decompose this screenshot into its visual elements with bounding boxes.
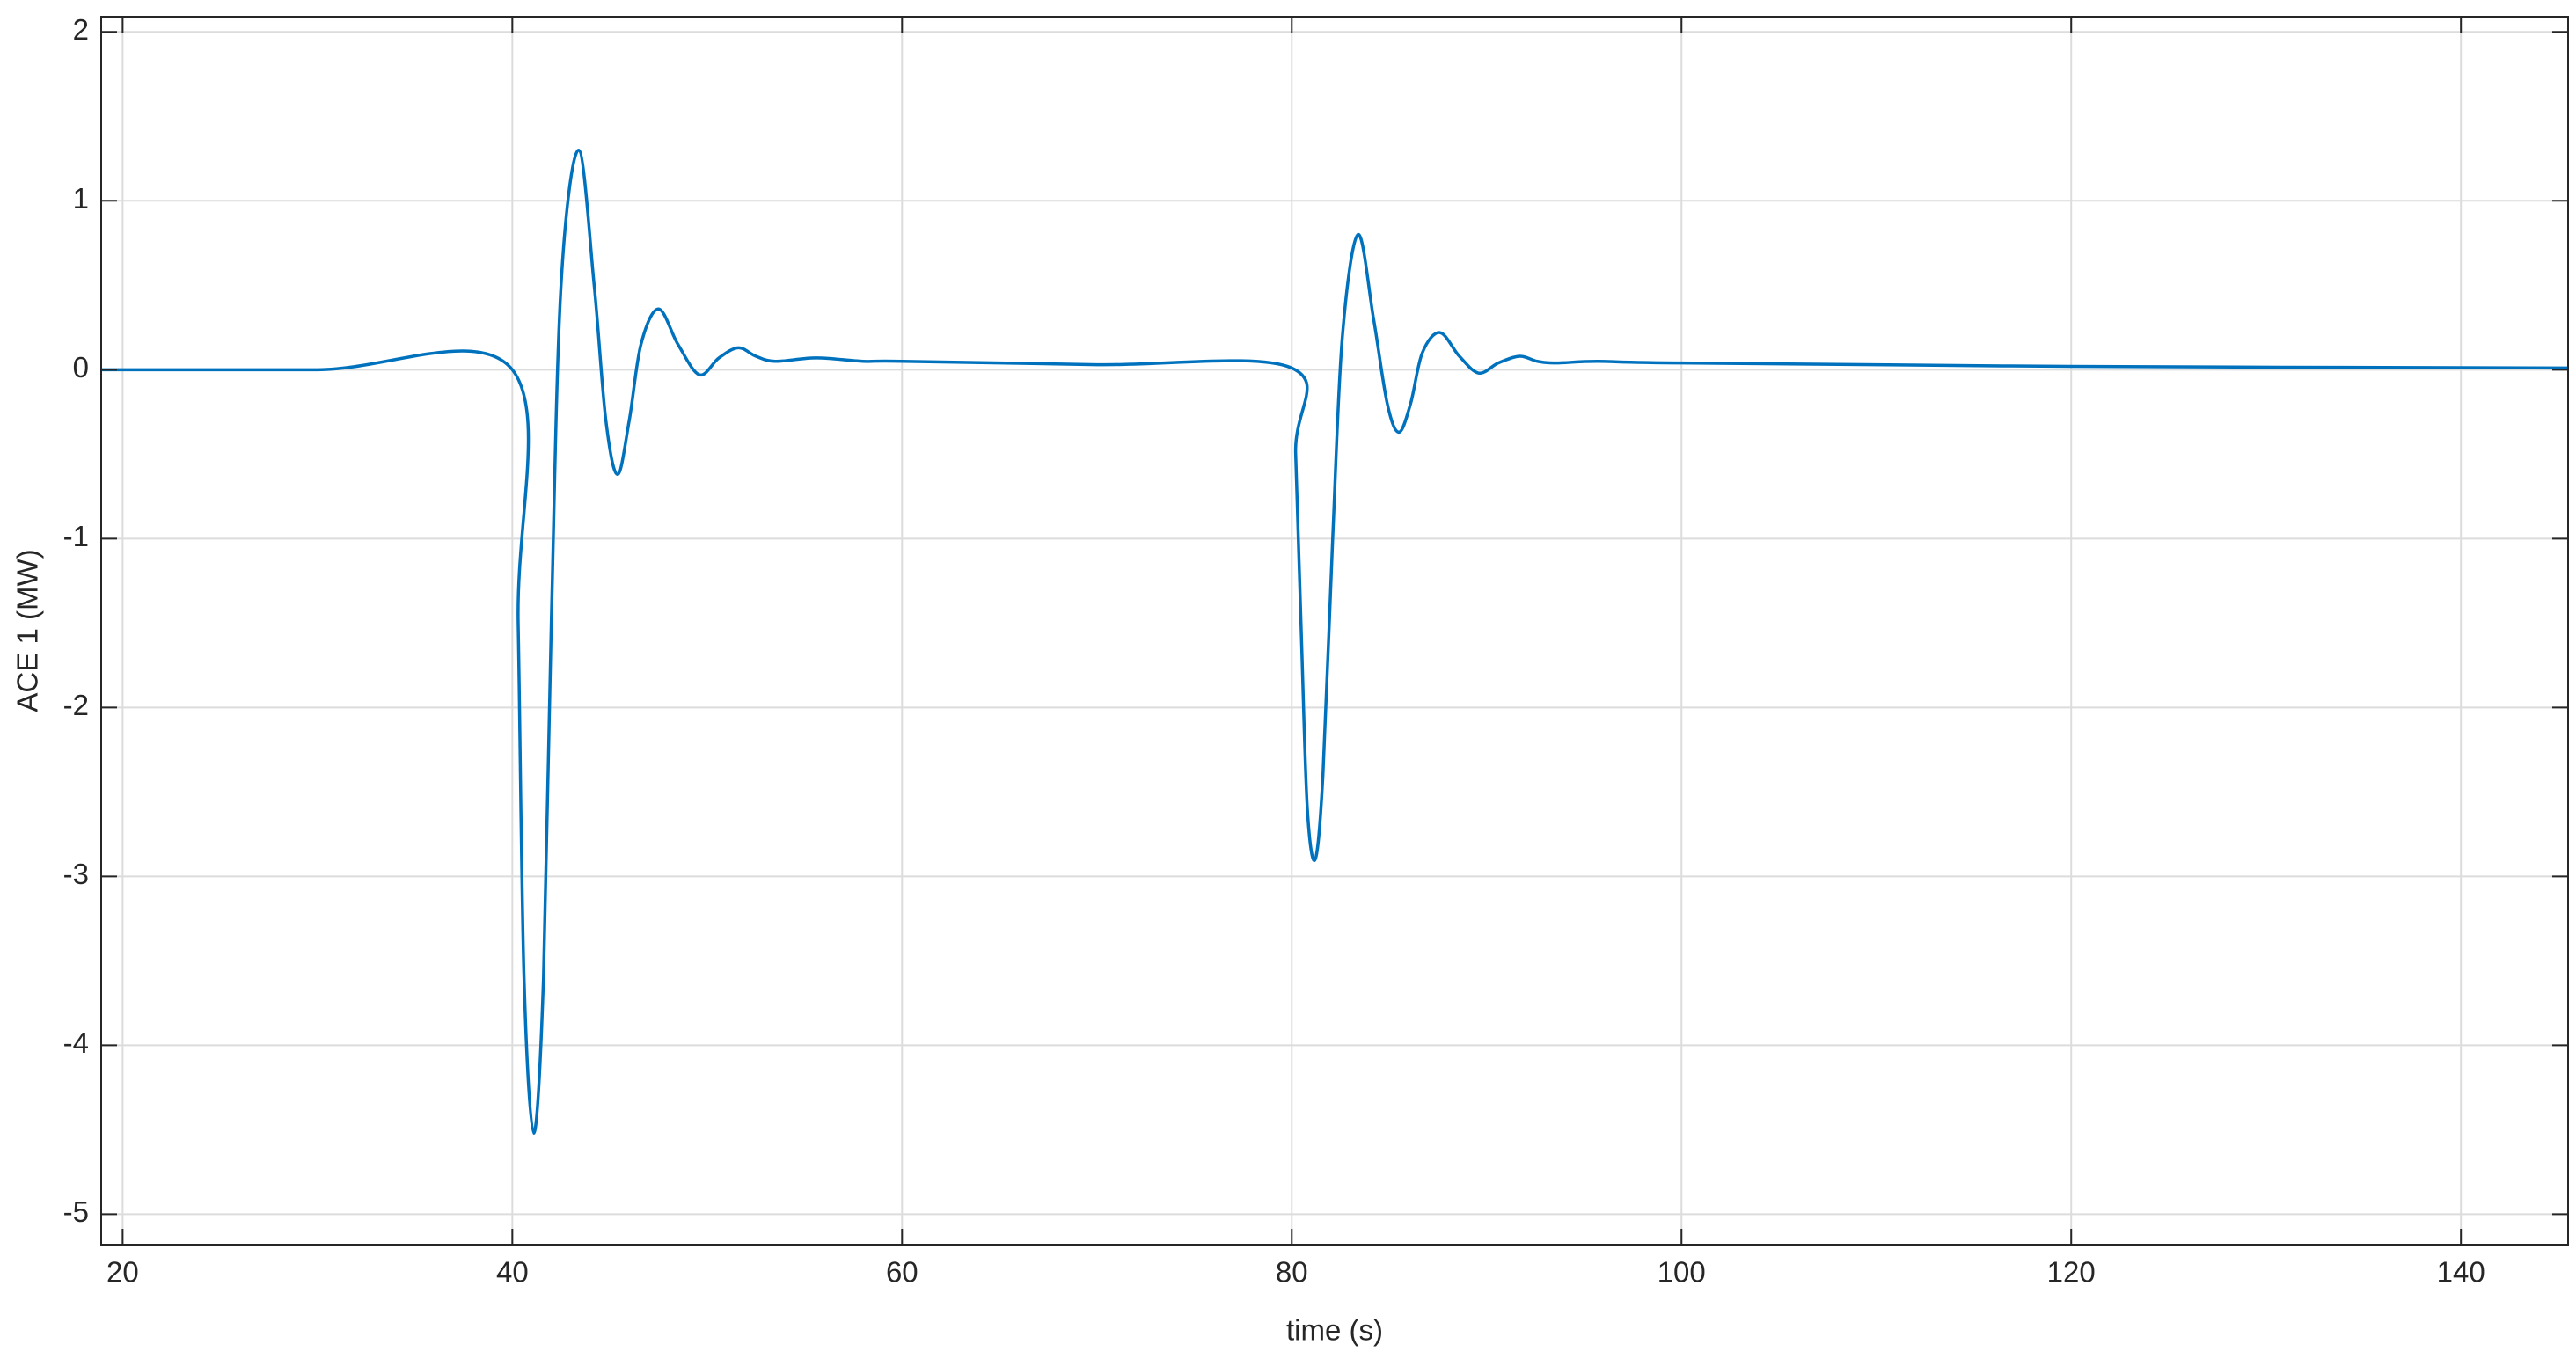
data-line bbox=[101, 148, 2568, 1136]
x-tick-label: 100 bbox=[1658, 1256, 1706, 1289]
x-tick-label: 120 bbox=[2047, 1256, 2096, 1289]
y-tick-label: -1 bbox=[63, 520, 89, 552]
y-tick-label: 0 bbox=[73, 351, 89, 384]
y-tick-label: -2 bbox=[63, 689, 89, 721]
y-tick-label: -4 bbox=[63, 1027, 89, 1059]
axes-box bbox=[100, 16, 2569, 1246]
y-tick-label: -5 bbox=[63, 1195, 89, 1228]
y-tick-label: -3 bbox=[63, 858, 89, 890]
y-tick-label: 1 bbox=[73, 182, 89, 215]
x-tick-label: 40 bbox=[496, 1256, 529, 1289]
x-tick-label: 20 bbox=[106, 1256, 139, 1289]
y-axis-label: ACE 1 (MW) bbox=[11, 549, 44, 712]
x-tick-label: 60 bbox=[886, 1256, 918, 1289]
x-tick-label: 140 bbox=[2437, 1256, 2485, 1289]
x-axis-label: time (s) bbox=[1286, 1314, 1383, 1347]
x-tick-label: 80 bbox=[1276, 1256, 1308, 1289]
y-tick-label: 2 bbox=[73, 13, 89, 46]
